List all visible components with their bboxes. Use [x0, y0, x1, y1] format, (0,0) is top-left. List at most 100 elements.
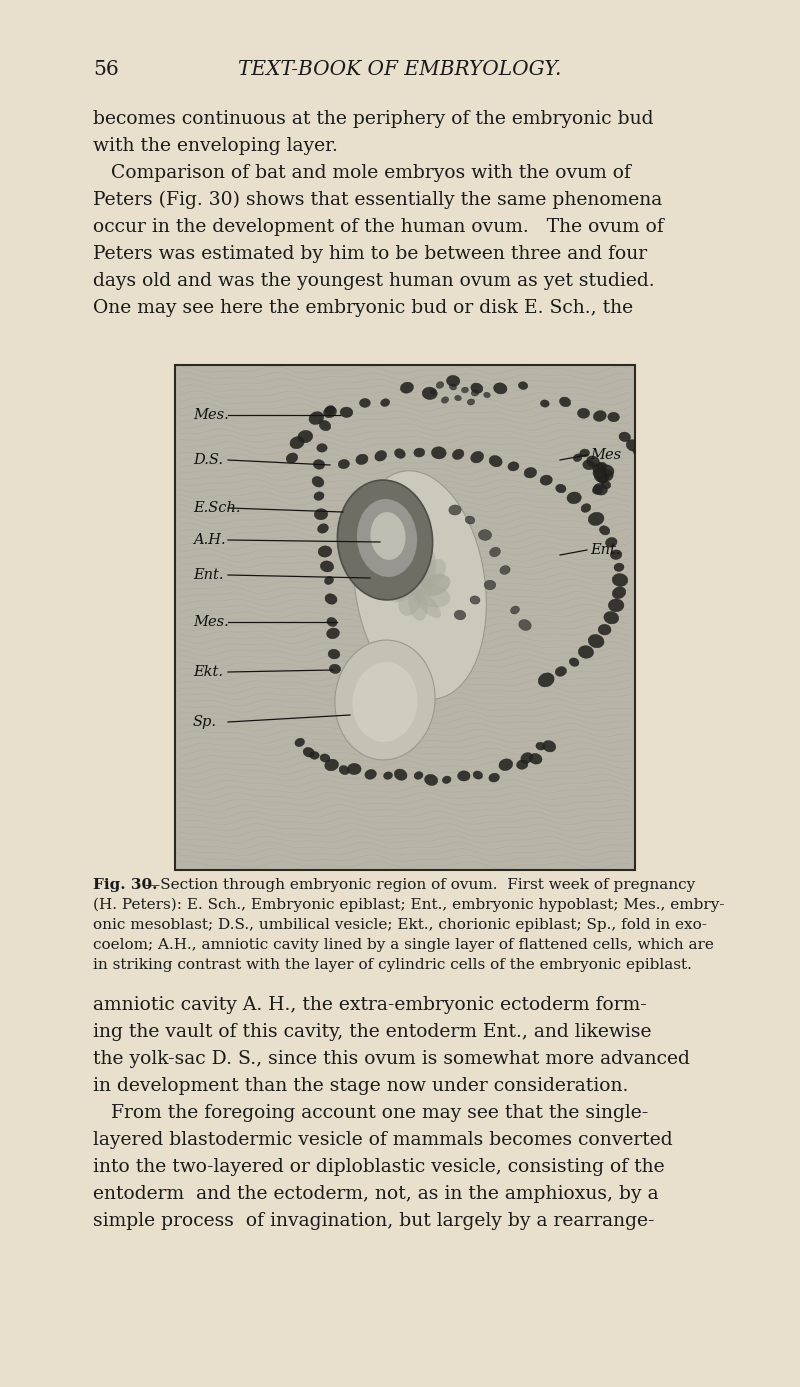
- Ellipse shape: [593, 467, 606, 479]
- Text: Mes.: Mes.: [193, 614, 229, 628]
- Ellipse shape: [517, 760, 528, 770]
- Ellipse shape: [357, 499, 417, 577]
- Ellipse shape: [494, 383, 507, 394]
- Ellipse shape: [327, 617, 337, 627]
- Ellipse shape: [375, 451, 386, 460]
- Ellipse shape: [588, 634, 604, 648]
- Ellipse shape: [320, 560, 334, 571]
- Ellipse shape: [471, 383, 483, 394]
- Ellipse shape: [419, 574, 450, 595]
- Ellipse shape: [325, 594, 337, 605]
- Ellipse shape: [391, 578, 420, 602]
- Ellipse shape: [398, 584, 422, 616]
- Ellipse shape: [326, 628, 339, 638]
- Ellipse shape: [446, 376, 460, 387]
- Ellipse shape: [318, 524, 329, 533]
- Ellipse shape: [319, 420, 330, 431]
- Ellipse shape: [490, 548, 501, 556]
- Ellipse shape: [309, 412, 324, 424]
- Ellipse shape: [633, 447, 643, 455]
- Text: From the foregoing account one may see that the single-: From the foregoing account one may see t…: [93, 1104, 648, 1122]
- Ellipse shape: [597, 474, 606, 483]
- Ellipse shape: [540, 476, 552, 485]
- Ellipse shape: [588, 512, 604, 526]
- Text: onic mesoblast; D.S., umbilical vesicle; Ekt., chorionic epiblast; Sp., fold in : onic mesoblast; D.S., umbilical vesicle;…: [93, 918, 707, 932]
- Text: Comparison of bat and mole embryos with the ovum of: Comparison of bat and mole embryos with …: [93, 164, 631, 182]
- Ellipse shape: [580, 449, 590, 458]
- Ellipse shape: [420, 574, 450, 596]
- Ellipse shape: [323, 406, 337, 417]
- Ellipse shape: [470, 451, 484, 463]
- Text: days old and was the youngest human ovum as yet studied.: days old and was the youngest human ovum…: [93, 272, 654, 290]
- Ellipse shape: [601, 465, 614, 477]
- Ellipse shape: [602, 480, 610, 488]
- Text: One may see here the embryonic bud or disk E. Sch., the: One may see here the embryonic bud or di…: [93, 300, 633, 318]
- Ellipse shape: [538, 673, 554, 687]
- Ellipse shape: [489, 773, 499, 782]
- Text: layered blastodermic vesicle of mammals becomes converted: layered blastodermic vesicle of mammals …: [93, 1130, 673, 1148]
- Ellipse shape: [470, 596, 480, 605]
- Ellipse shape: [381, 399, 390, 406]
- Ellipse shape: [347, 763, 361, 774]
- Ellipse shape: [578, 408, 590, 419]
- Ellipse shape: [354, 470, 486, 699]
- Ellipse shape: [593, 463, 606, 474]
- Text: —Section through embryonic region of ovum.  First week of pregnancy: —Section through embryonic region of ovu…: [145, 878, 695, 892]
- Text: coelom; A.H., amniotic cavity lined by a single layer of flattened cells, which : coelom; A.H., amniotic cavity lined by a…: [93, 938, 714, 951]
- Text: becomes continuous at the periphery of the embryonic bud: becomes continuous at the periphery of t…: [93, 110, 654, 128]
- Ellipse shape: [570, 657, 579, 666]
- Text: into the two-layered or diploblastic vesicle, consisting of the: into the two-layered or diploblastic ves…: [93, 1158, 665, 1176]
- Ellipse shape: [598, 473, 609, 481]
- Ellipse shape: [325, 759, 338, 771]
- Text: Peters was estimated by him to be between three and four: Peters was estimated by him to be betwee…: [93, 245, 647, 264]
- Ellipse shape: [325, 405, 335, 415]
- Ellipse shape: [604, 612, 618, 624]
- Text: with the enveloping layer.: with the enveloping layer.: [93, 137, 338, 155]
- Ellipse shape: [594, 484, 607, 495]
- Ellipse shape: [449, 505, 461, 515]
- Ellipse shape: [614, 563, 624, 571]
- Ellipse shape: [626, 440, 640, 451]
- Text: in striking contrast with the layer of cylindric cells of the embryonic epiblast: in striking contrast with the layer of c…: [93, 958, 692, 972]
- Ellipse shape: [318, 546, 332, 558]
- Ellipse shape: [370, 512, 406, 560]
- Ellipse shape: [339, 766, 350, 775]
- Ellipse shape: [530, 753, 542, 764]
- Ellipse shape: [458, 771, 470, 781]
- Ellipse shape: [411, 588, 441, 619]
- Ellipse shape: [365, 770, 376, 779]
- Ellipse shape: [542, 741, 556, 752]
- Ellipse shape: [567, 492, 582, 503]
- Ellipse shape: [499, 759, 513, 771]
- Ellipse shape: [536, 742, 545, 750]
- Ellipse shape: [462, 387, 469, 393]
- Ellipse shape: [312, 477, 324, 487]
- Text: 56: 56: [93, 60, 118, 79]
- Text: ing the vault of this cavity, the entoderm Ent., and likewise: ing the vault of this cavity, the entode…: [93, 1024, 651, 1042]
- Ellipse shape: [508, 462, 519, 472]
- Ellipse shape: [484, 393, 490, 398]
- Ellipse shape: [303, 748, 314, 757]
- Ellipse shape: [338, 459, 350, 469]
- Ellipse shape: [431, 447, 446, 459]
- Text: D.S.: D.S.: [193, 454, 223, 467]
- Ellipse shape: [310, 752, 319, 759]
- Ellipse shape: [442, 777, 451, 784]
- Ellipse shape: [619, 433, 630, 441]
- Ellipse shape: [330, 664, 341, 674]
- Ellipse shape: [290, 437, 304, 449]
- Ellipse shape: [574, 454, 582, 462]
- Ellipse shape: [394, 449, 406, 458]
- Ellipse shape: [608, 599, 624, 612]
- Ellipse shape: [317, 444, 327, 452]
- Text: Peters (Fig. 30) shows that essentially the same phenomena: Peters (Fig. 30) shows that essentially …: [93, 191, 662, 209]
- Ellipse shape: [353, 662, 418, 742]
- Ellipse shape: [419, 559, 446, 589]
- Text: Fig. 30.: Fig. 30.: [93, 878, 158, 892]
- Text: Ent.: Ent.: [193, 569, 223, 583]
- Ellipse shape: [593, 485, 602, 494]
- Ellipse shape: [295, 738, 305, 746]
- Ellipse shape: [608, 412, 619, 422]
- Ellipse shape: [338, 480, 433, 601]
- Ellipse shape: [415, 584, 450, 608]
